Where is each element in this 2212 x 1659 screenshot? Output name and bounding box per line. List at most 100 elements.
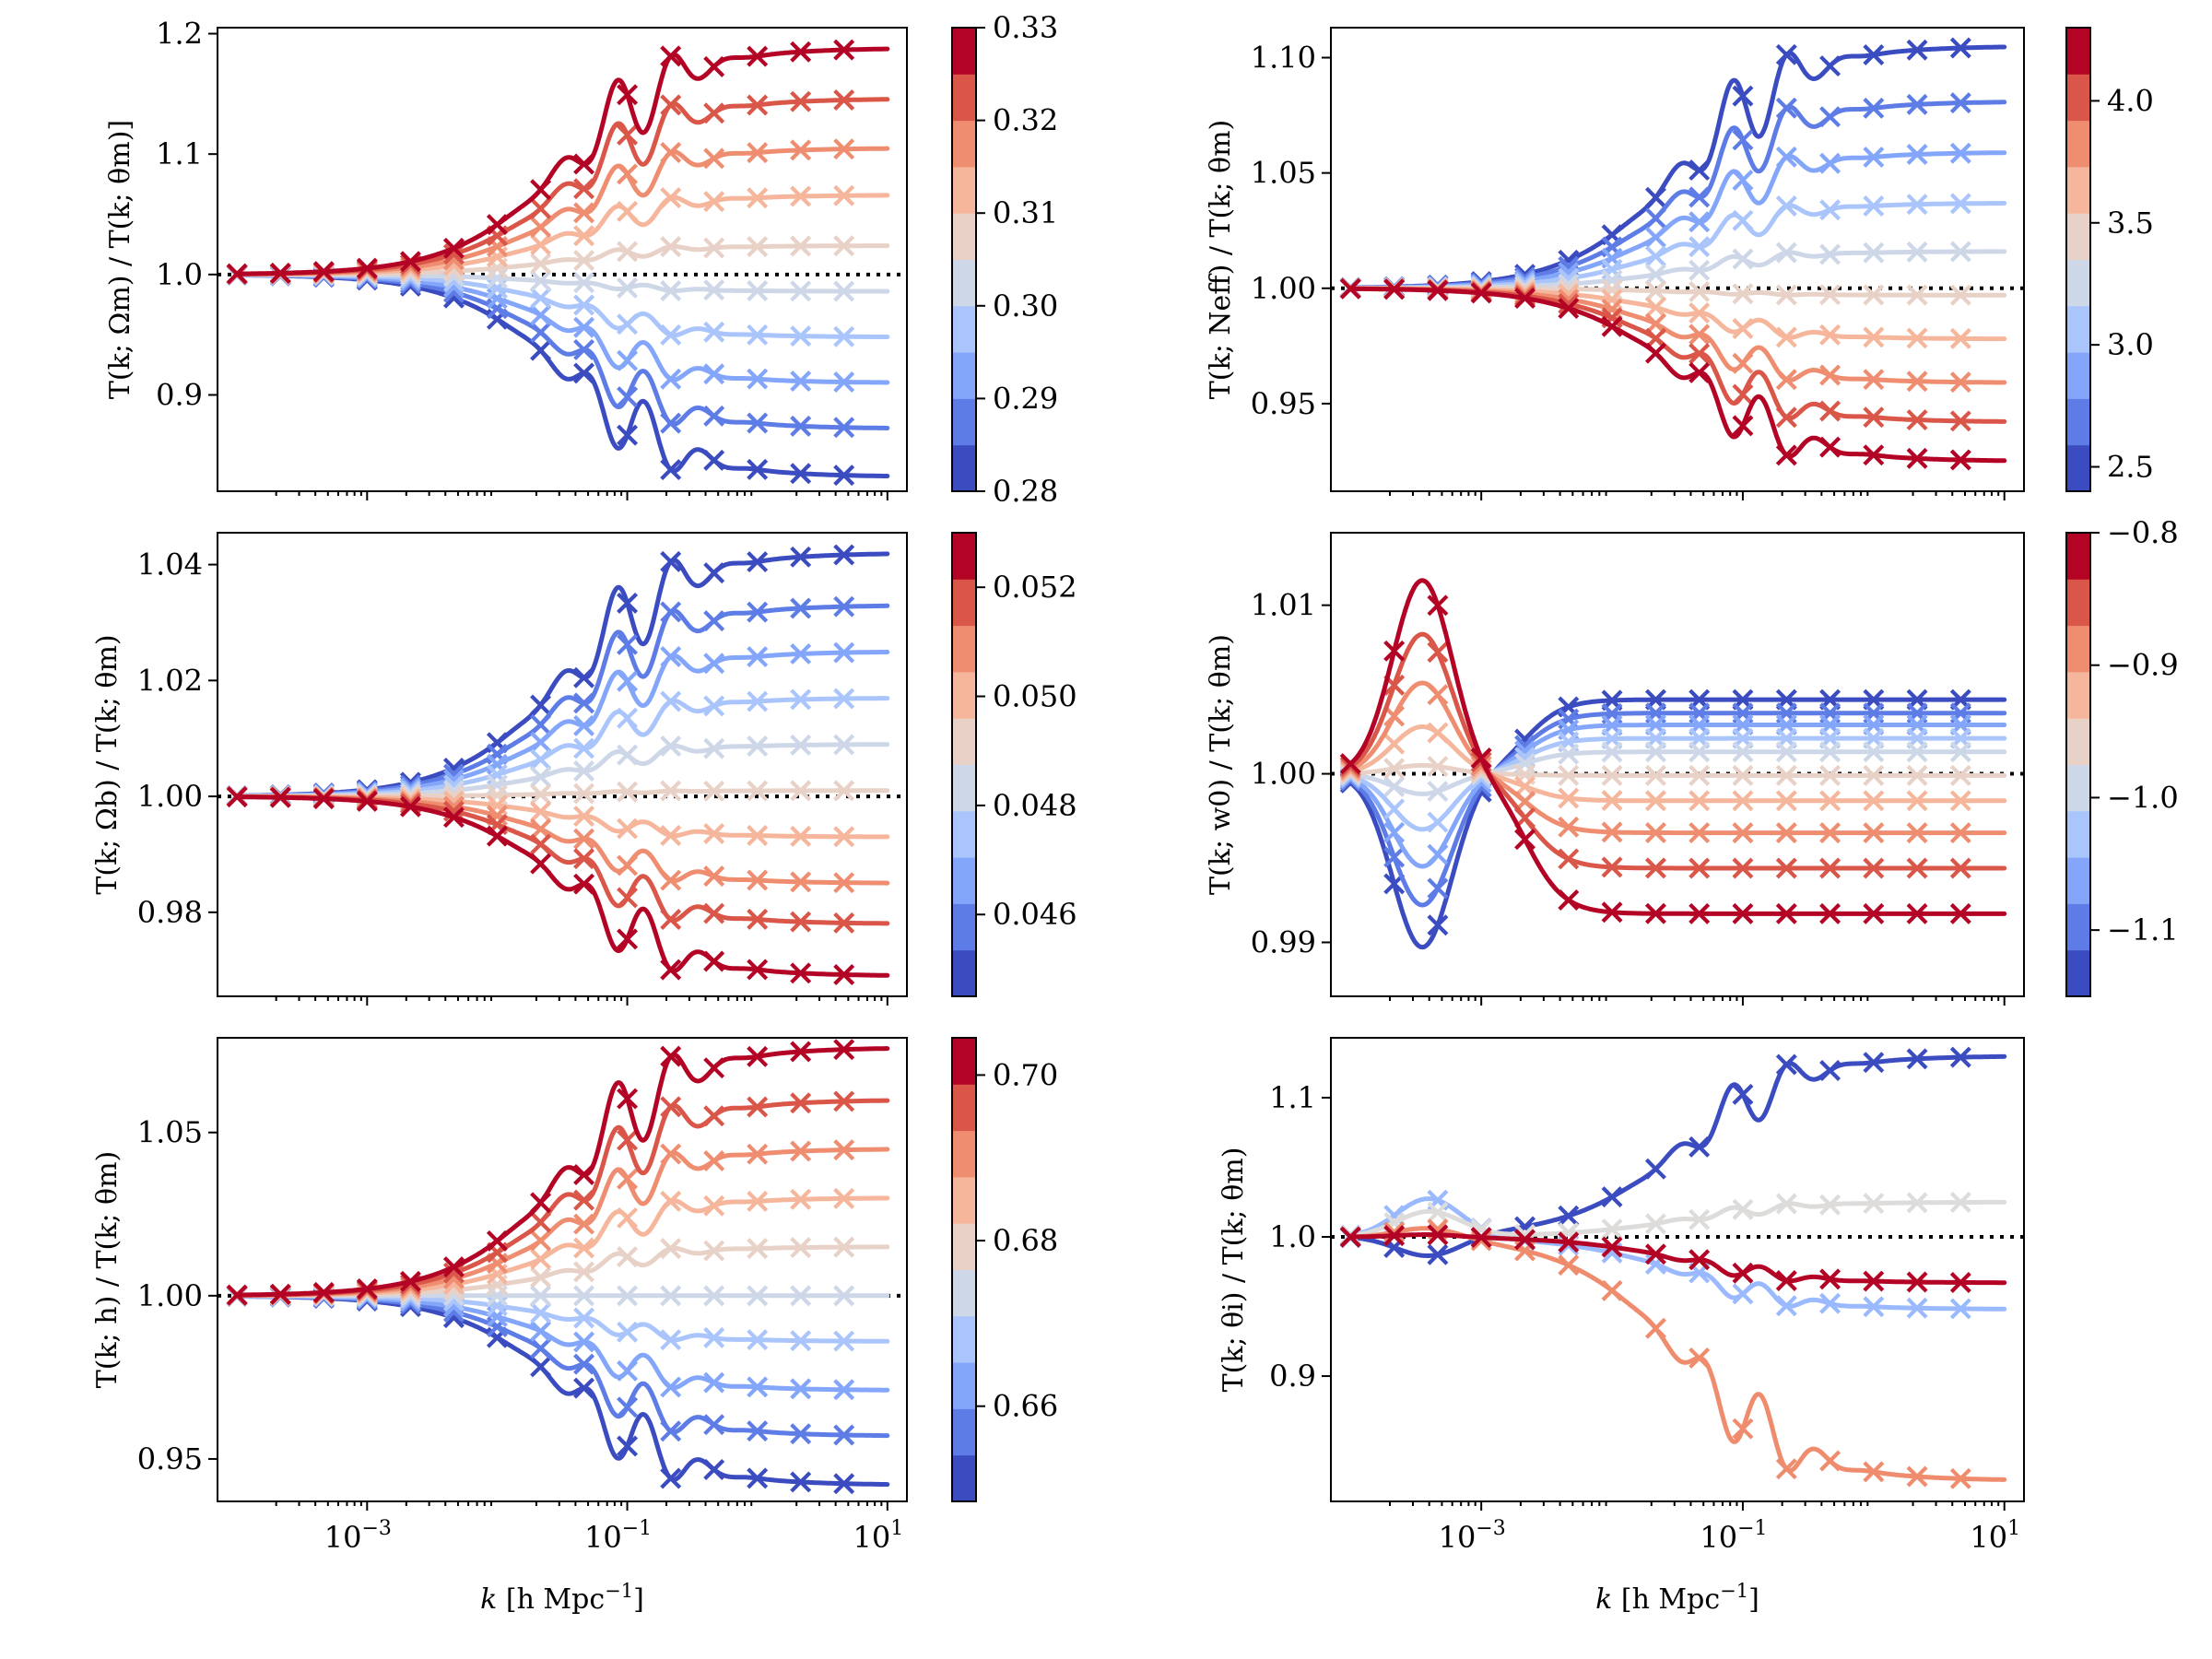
series-6-marker-1 [1383, 733, 1406, 755]
series-0-marker-13 [790, 463, 812, 485]
series-3-marker-6 [1601, 1279, 1623, 1301]
series-4-marker-4 [1514, 1229, 1536, 1251]
series-2-marker-7 [530, 731, 552, 753]
series-2-marker-10 [660, 645, 682, 667]
colorbar-segment [2066, 810, 2090, 858]
series-9-marker-2 [312, 1281, 335, 1303]
series-line-3 [1347, 735, 2007, 832]
series-5-marker-7 [530, 1266, 552, 1288]
series-4-marker-11 [703, 279, 725, 301]
series-5-marker-14 [1949, 764, 1971, 786]
series-1-marker-10 [1775, 1295, 1797, 1317]
series-0-marker-13 [1906, 1048, 1928, 1070]
series-8-marker-7 [530, 1211, 552, 1233]
series-9-marker-5 [1558, 298, 1580, 320]
y-tick-label: 1.00 [1251, 271, 1316, 306]
series-9-marker-12 [1863, 902, 1885, 924]
panel-n_eff: 0.95 1.00 1.05 1.10 T(k; Neff) / T(k; θm) 2.5… [1205, 27, 2154, 500]
series-6-marker-12 [747, 187, 769, 209]
series-7-marker-7 [530, 216, 552, 238]
series-9-marker-2 [312, 788, 335, 810]
series-4-marker-10 [660, 279, 682, 301]
series-2-marker-10 [660, 368, 682, 390]
colorbar-tick-label: 2.5 [2107, 450, 2154, 485]
series-9-marker-3 [356, 1277, 378, 1300]
colorbar-segment [2066, 74, 2090, 122]
series-7-marker-8 [573, 1213, 595, 1235]
colorbar-segment [952, 625, 976, 673]
series-5-marker-9 [1732, 764, 1754, 786]
colorbar-tick-label: 0.66 [993, 1389, 1058, 1424]
series-5-marker-14 [1949, 284, 1971, 306]
series-9-marker-14 [1949, 449, 1971, 471]
series-6-marker-2 [1427, 722, 1449, 744]
series-3-marker-8 [573, 1307, 595, 1329]
series-4-marker-12 [1863, 1270, 1885, 1292]
y-tick-label: 1.00 [137, 1278, 203, 1313]
series-1-marker-13 [1906, 1297, 1928, 1319]
colorbar-tick-label: 3.0 [2107, 327, 2154, 362]
plot-area [218, 544, 907, 985]
series-0-marker-14 [833, 1473, 855, 1495]
series-4-marker-12 [1863, 241, 1885, 264]
series-1-marker-9 [617, 386, 639, 408]
series-9-marker-10 [1775, 444, 1797, 466]
series-line-4 [1347, 1232, 2007, 1286]
series-5-marker-13 [790, 1237, 812, 1259]
series-7-marker-13 [1906, 822, 1928, 844]
series-3-marker-7 [1644, 1317, 1666, 1339]
colorbar-frame [2065, 532, 2091, 997]
series-9-marker-8 [573, 873, 595, 895]
colorbar-segment [2066, 398, 2090, 446]
series-9-marker-3 [1470, 747, 1492, 769]
series-1-marker-9 [1732, 1283, 1754, 1305]
series-line-3 [234, 1293, 890, 1344]
series-0-marker-11 [703, 1458, 725, 1480]
series-6-marker-6 [1601, 790, 1623, 812]
y-tick-label: 0.9 [1269, 1359, 1316, 1394]
series-5-marker-9 [617, 1246, 639, 1268]
series-4-marker-12 [1863, 741, 1885, 763]
series-2-marker-13 [1906, 1192, 1928, 1214]
axes-frame [217, 1037, 908, 1502]
series-6-marker-12 [747, 1190, 769, 1212]
series-1-marker-10 [660, 601, 682, 623]
y-tick-label: 1.1 [156, 136, 203, 171]
series-4-marker-9 [1732, 741, 1754, 763]
series-6-marker-11 [703, 1194, 725, 1217]
series-6-marker-12 [1863, 790, 1885, 812]
series-5-marker-12 [747, 236, 769, 258]
series-4-marker-6 [1601, 1236, 1623, 1258]
series-line-0 [234, 551, 890, 798]
series-6-marker-7 [530, 1248, 552, 1270]
colorbar-segment [952, 1176, 976, 1224]
series-5-marker-12 [747, 1238, 769, 1260]
colorbar-segment [952, 1408, 976, 1456]
series-4-marker-9 [617, 744, 639, 766]
series-9-marker-7 [530, 179, 552, 201]
y-axis-label: T(k; Ωb) / T(k; θm) [91, 634, 124, 894]
series-7-marker-12 [1863, 822, 1885, 844]
series-2-marker-2 [1427, 843, 1449, 865]
series-5-marker-13 [790, 235, 812, 257]
series-7-marker-13 [790, 1140, 812, 1162]
series-0-marker-2 [1427, 914, 1449, 936]
series-7-marker-8 [1688, 324, 1711, 346]
series-0-marker-11 [703, 562, 725, 584]
series-9-marker-9 [617, 1088, 639, 1110]
series-5-marker-10 [1775, 284, 1797, 306]
series-6-marker-8 [573, 225, 595, 247]
series-4-marker-5 [1558, 1231, 1580, 1253]
series-6-marker-8 [573, 806, 595, 828]
series-9-marker-11 [703, 1057, 725, 1079]
series-2-marker-12 [1863, 146, 1885, 168]
series-1-marker-14 [1949, 92, 1971, 114]
series-0-marker-7 [1644, 186, 1666, 208]
series-5-marker-14 [833, 235, 855, 257]
series-6-marker-14 [1949, 327, 1971, 349]
series-8-marker-8 [1688, 857, 1711, 879]
series-0-marker-7 [530, 1356, 552, 1378]
series-6-marker-11 [1819, 790, 1841, 812]
x-tick-label: 10−1 [584, 1517, 652, 1555]
series-1-marker-7 [1644, 207, 1666, 229]
